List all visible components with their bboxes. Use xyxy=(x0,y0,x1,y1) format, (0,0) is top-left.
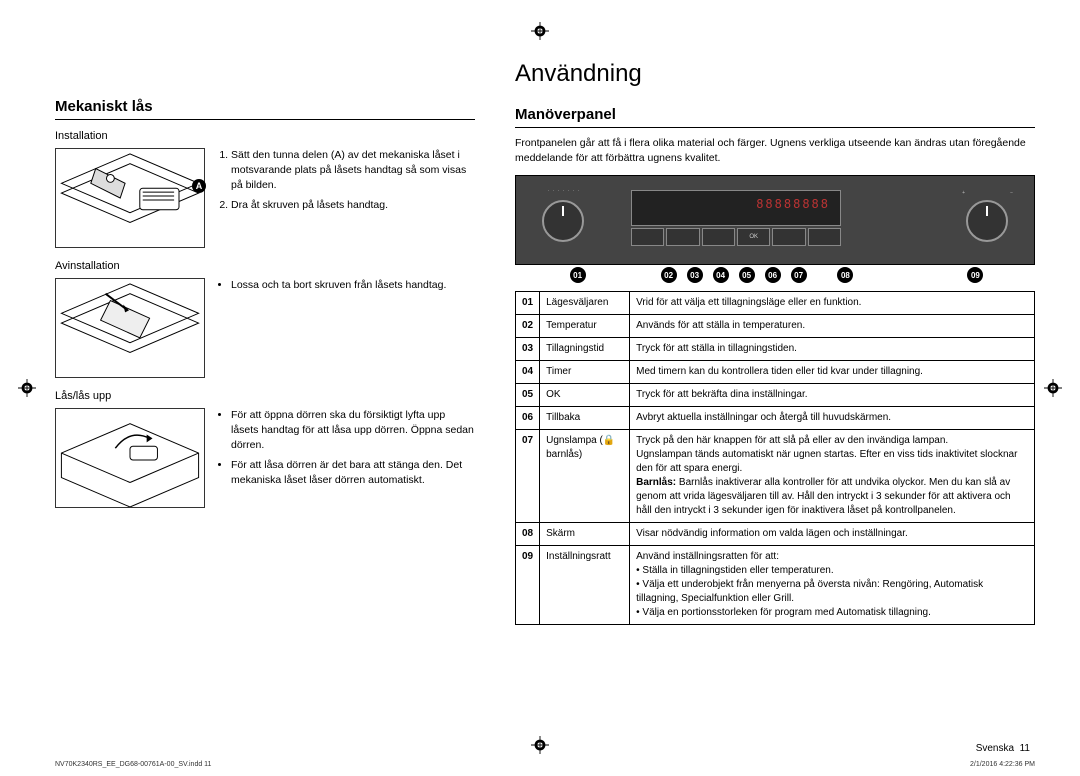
row-num: 08 xyxy=(516,523,540,546)
row-label: OK xyxy=(540,384,630,407)
row-num: 07 xyxy=(516,430,540,523)
dial-ticks: · · · · · · · xyxy=(538,188,590,194)
crop-mark-right xyxy=(1044,379,1062,397)
callout-09: 09 xyxy=(967,267,983,283)
button-row: OK xyxy=(631,228,841,246)
display-area: 88888888 xyxy=(631,190,841,226)
left-column: Mekaniskt lås Installation A Sätt den tu… xyxy=(55,60,475,746)
dial-plus-icon: + xyxy=(962,190,966,196)
row-desc: Tryck på den här knappen för att slå på … xyxy=(630,430,1035,523)
table-row: 03TillagningstidTryck för att ställa in … xyxy=(516,338,1035,361)
row-num: 06 xyxy=(516,407,540,430)
row-desc: Vrid för att välja ett tillagningsläge e… xyxy=(630,292,1035,315)
row-label: Skärm xyxy=(540,523,630,546)
sub-installation: Installation xyxy=(55,130,475,142)
print-time: 2/1/2016 4:22:36 PM xyxy=(970,761,1035,768)
illus-installation: A xyxy=(55,148,205,248)
row-desc: Använd inställningsratten för att:• Stäl… xyxy=(630,546,1035,625)
sub-uninstall: Avinstallation xyxy=(55,260,475,272)
illus-lock xyxy=(55,408,205,508)
label-a-badge: A xyxy=(192,179,206,193)
callout-08: 08 xyxy=(837,267,853,283)
lock-bullet-2: För att låsa dörren är det bara att stän… xyxy=(231,458,475,488)
block-lock: För att öppna dörren ska du försiktigt l… xyxy=(55,408,475,508)
callout-02: 02 xyxy=(661,267,677,283)
table-row: 05OKTryck för att bekräfta dina inställn… xyxy=(516,384,1035,407)
row-desc: Med timern kan du kontrollera tiden elle… xyxy=(630,361,1035,384)
row-desc: Tryck för att bekräfta dina inställninga… xyxy=(630,384,1035,407)
row-num: 03 xyxy=(516,338,540,361)
row-num: 01 xyxy=(516,292,540,315)
row-label: Temperatur xyxy=(540,315,630,338)
block-uninstall: Lossa och ta bort skruven från låsets ha… xyxy=(55,278,475,378)
footer-lang: Svenska xyxy=(976,743,1014,754)
row-label: Ugnslampa (🔒 barnlås) xyxy=(540,430,630,523)
row-desc: Tryck för att ställa in tillagningstiden… xyxy=(630,338,1035,361)
callout-05: 05 xyxy=(739,267,755,283)
section-control-panel: Manöverpanel xyxy=(515,106,1035,128)
lock-bullet-1: För att öppna dörren ska du försiktigt l… xyxy=(231,408,475,454)
table-row: 08SkärmVisar nödvändig information om va… xyxy=(516,523,1035,546)
crop-mark-left xyxy=(18,379,36,397)
crop-mark-top xyxy=(531,22,549,40)
callout-03: 03 xyxy=(687,267,703,283)
crop-mark-bottom xyxy=(531,736,549,754)
row-label: Inställningsratt xyxy=(540,546,630,625)
page: Mekaniskt lås Installation A Sätt den tu… xyxy=(0,0,1080,776)
row-num: 04 xyxy=(516,361,540,384)
installation-steps: Sätt den tunna delen (A) av det mekanisk… xyxy=(217,148,475,217)
callout-07: 07 xyxy=(791,267,807,283)
panel-intro: Frontpanelen går att få i flera olika ma… xyxy=(515,136,1035,165)
table-row: 01LägesväljarenVrid för att välja ett ti… xyxy=(516,292,1035,315)
illus-uninstall xyxy=(55,278,205,378)
sub-lock: Lås/lås upp xyxy=(55,390,475,402)
install-step-1: Sätt den tunna delen (A) av det mekanisk… xyxy=(231,148,475,194)
uninstall-bullet-1: Lossa och ta bort skruven från låsets ha… xyxy=(231,278,475,293)
dial-minus-icon: − xyxy=(1010,190,1014,196)
block-installation: A Sätt den tunna delen (A) av det mekani… xyxy=(55,148,475,248)
control-panel-diagram: · · · · · · · 88888888 OK − + xyxy=(515,175,1035,265)
print-meta: NV70K2340RS_EE_DG68-00761A-00_SV.indd 11… xyxy=(55,761,1035,768)
table-row: 02TemperaturAnvänds för att ställa in te… xyxy=(516,315,1035,338)
row-desc: Visar nödvändig information om valda läg… xyxy=(630,523,1035,546)
row-num: 05 xyxy=(516,384,540,407)
table-row: 07Ugnslampa (🔒 barnlås)Tryck på den här … xyxy=(516,430,1035,523)
settings-dial-icon xyxy=(966,200,1008,242)
seven-seg-icon: 88888888 xyxy=(756,197,830,211)
footer-page: 11 xyxy=(1020,743,1030,754)
row-num: 02 xyxy=(516,315,540,338)
row-label: Tillagningstid xyxy=(540,338,630,361)
row-num: 09 xyxy=(516,546,540,625)
row-label: Tillbaka xyxy=(540,407,630,430)
row-desc: Avbryt aktuella inställningar och återgå… xyxy=(630,407,1035,430)
table-row: 09InställningsrattAnvänd inställningsrat… xyxy=(516,546,1035,625)
section-mechanical-lock: Mekaniskt lås xyxy=(55,98,475,120)
callout-row: 01 02 03 04 05 06 07 08 09 xyxy=(515,267,1035,285)
print-file: NV70K2340RS_EE_DG68-00761A-00_SV.indd 11 xyxy=(55,761,211,768)
panel-table: 01LägesväljarenVrid för att välja ett ti… xyxy=(515,291,1035,625)
callout-01: 01 xyxy=(570,267,586,283)
right-column: Användning Manöverpanel Frontpanelen går… xyxy=(515,60,1035,746)
uninstall-text: Lossa och ta bort skruven från låsets ha… xyxy=(217,278,475,297)
callout-06: 06 xyxy=(765,267,781,283)
table-row: 04TimerMed timern kan du kontrollera tid… xyxy=(516,361,1035,384)
lock-text: För att öppna dörren ska du försiktigt l… xyxy=(217,408,475,492)
page-title: Användning xyxy=(515,60,1035,88)
page-footer: Svenska 11 xyxy=(976,743,1030,754)
table-row: 06TillbakaAvbryt aktuella inställningar … xyxy=(516,407,1035,430)
row-desc: Används för att ställa in temperaturen. xyxy=(630,315,1035,338)
mode-dial-icon xyxy=(542,200,584,242)
row-label: Timer xyxy=(540,361,630,384)
row-label: Lägesväljaren xyxy=(540,292,630,315)
callout-04: 04 xyxy=(713,267,729,283)
install-step-2: Dra åt skruven på låsets handtag. xyxy=(231,198,475,213)
